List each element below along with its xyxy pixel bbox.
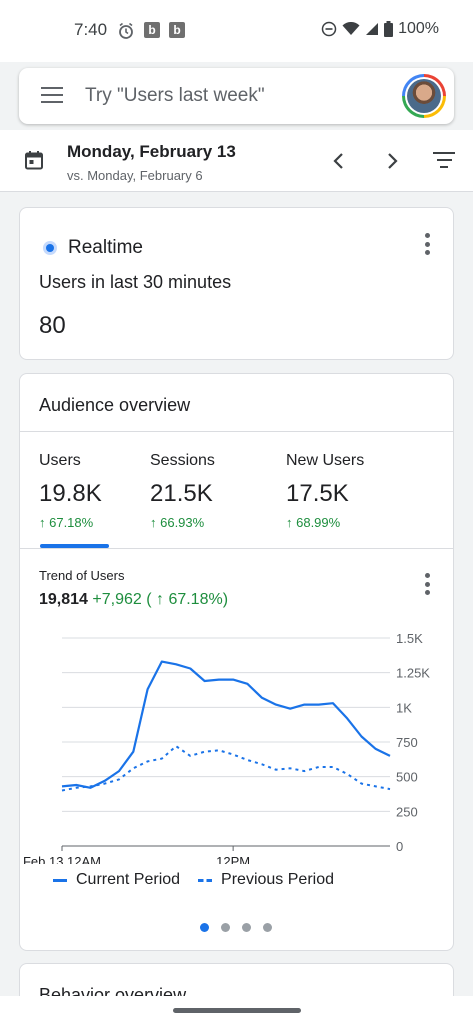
realtime-value: 80	[39, 312, 66, 339]
divider	[20, 548, 453, 549]
page-dot[interactable]	[263, 923, 272, 932]
search-input[interactable]: Try "Users last week"	[85, 85, 265, 106]
notification-b-icon: b	[169, 22, 185, 38]
status-time: 7:40	[74, 20, 108, 39]
audience-overview-title: Audience overview	[39, 395, 191, 415]
do-not-disturb-icon	[321, 21, 337, 37]
legend-item-previous: Previous Period	[198, 871, 334, 889]
filter-icon[interactable]	[433, 152, 455, 168]
status-bar: 7:40 b b 100%	[0, 0, 473, 62]
chevron-left-icon[interactable]	[332, 151, 346, 171]
metric-label: Users	[39, 452, 81, 469]
solid-line-icon	[53, 878, 67, 882]
trend-delta: +7,962 ( ↑ 67.18%)	[92, 591, 229, 608]
realtime-indicator-icon	[43, 241, 57, 255]
page-indicator[interactable]	[200, 923, 272, 932]
trend-total: 19,814 +7,962 ( ↑ 67.18%)	[39, 591, 228, 609]
previous-period-line	[61, 745, 391, 792]
metric-change: ↑ 67.18%	[39, 515, 94, 530]
avatar[interactable]	[402, 74, 446, 118]
status-icons: 100%	[321, 20, 439, 38]
legend-label: Current Period	[76, 871, 181, 888]
metric-value: 21.5K	[150, 480, 213, 507]
y-tick-label: 1K	[396, 700, 412, 715]
y-tick-label: 750	[396, 735, 418, 750]
realtime-subtitle: Users in last 30 minutes	[39, 272, 232, 292]
realtime-title: Realtime	[68, 237, 143, 258]
cell-signal-icon	[366, 23, 379, 35]
more-options-icon[interactable]	[424, 233, 430, 255]
metric-tab-users[interactable]: Users 19.8K ↑ 67.18%	[39, 452, 102, 530]
y-tick-label: 250	[396, 804, 418, 819]
x-tick-label: Feb 13 12AM	[23, 854, 101, 864]
page-dot[interactable]	[200, 923, 209, 932]
metric-value: 17.5K	[286, 480, 349, 507]
y-tick-label: 0	[396, 839, 403, 854]
search-bar[interactable]: Try "Users last week"	[19, 68, 454, 124]
x-tick-label: 12PM	[216, 854, 250, 864]
metric-change: ↑ 66.93%	[150, 515, 205, 530]
active-tab-indicator	[40, 544, 109, 548]
notification-b-icon: b	[144, 22, 160, 38]
metric-change: ↑ 68.99%	[286, 515, 341, 530]
comparison-date: vs. Monday, February 6	[67, 168, 203, 183]
audience-overview-card: Audience overview Users 19.8K ↑ 67.18% S…	[19, 373, 454, 951]
y-tick-label: 500	[396, 770, 418, 785]
trend-title: Trend of Users	[39, 568, 125, 583]
divider	[20, 431, 453, 432]
y-tick-label: 1.25K	[396, 666, 430, 681]
metric-label: New Users	[286, 452, 365, 469]
calendar-icon[interactable]	[24, 150, 44, 170]
chart-legend: Current Period Previous Period	[53, 871, 334, 889]
chevron-right-icon[interactable]	[385, 151, 399, 171]
page-dot[interactable]	[221, 923, 230, 932]
legend-label: Previous Period	[221, 871, 334, 888]
realtime-card[interactable]: Realtime Users in last 30 minutes 80	[19, 207, 454, 360]
trend-total-value: 19,814	[39, 591, 88, 608]
gesture-nav-pill[interactable]	[173, 1008, 301, 1013]
dashed-line-icon	[198, 878, 213, 882]
alarm-icon	[119, 22, 133, 39]
page-dot[interactable]	[242, 923, 251, 932]
wifi-icon	[342, 22, 360, 35]
battery-percent: 100%	[398, 20, 439, 37]
date-title[interactable]: Monday, February 13	[67, 142, 236, 161]
metric-value: 19.8K	[39, 480, 102, 507]
metric-label: Sessions	[150, 452, 215, 469]
metric-tab-sessions[interactable]: Sessions 21.5K ↑ 66.93%	[150, 452, 215, 530]
metric-tab-new-users[interactable]: New Users 17.5K ↑ 68.99%	[286, 452, 364, 530]
date-bar: Monday, February 13 vs. Monday, February…	[0, 130, 473, 192]
battery-icon	[384, 21, 394, 37]
menu-icon[interactable]	[41, 87, 63, 105]
y-tick-label: 1.5K	[396, 631, 423, 646]
legend-item-current: Current Period	[53, 871, 180, 889]
users-trend-chart: 0 250 500 750 1K 1.25K 1.5K Feb 13 12AM 12PM	[23, 631, 430, 864]
current-period-line	[61, 660, 391, 789]
more-options-icon[interactable]	[424, 573, 430, 595]
